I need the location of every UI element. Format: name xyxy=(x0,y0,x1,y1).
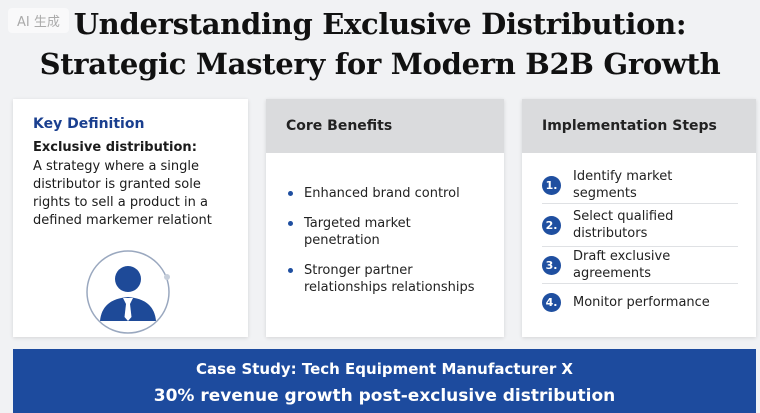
implementation-steps-heading: Implementation Steps xyxy=(522,99,756,153)
step-label: Draft exclusive agreements xyxy=(573,249,671,281)
step-item: 3. Draft exclusive agreements xyxy=(542,247,738,284)
implementation-steps-card: Implementation Steps 1. Identify market … xyxy=(522,99,756,337)
title-line-1: Understanding Exclusive Distribution: xyxy=(73,7,687,41)
case-study-banner: Case Study: Tech Equipment Manufacturer … xyxy=(13,349,756,413)
key-definition-card: Key Definition Exclusive distribution: A… xyxy=(13,99,248,337)
person-icon xyxy=(83,247,173,337)
step-label: Identify market segments xyxy=(573,169,673,201)
benefit-label: Enhanced brand control xyxy=(304,186,460,201)
step-label: Monitor performance xyxy=(573,294,710,310)
step-number-badge: 1. xyxy=(542,175,561,195)
step-item: 2. Select qualified distributors xyxy=(542,204,738,247)
step-number-badge: 3. xyxy=(542,255,561,275)
benefit-item: Targeted market penetration xyxy=(288,215,490,249)
benefit-label: Stronger partner relationships relations… xyxy=(304,263,475,295)
benefit-label: Targeted market penetration xyxy=(304,216,411,248)
steps-list: 1. Identify market segments 2. Select qu… xyxy=(522,167,756,320)
step-number-badge: 4. xyxy=(542,292,561,312)
benefit-item: Enhanced brand control xyxy=(288,185,490,202)
core-benefits-heading: Core Benefits xyxy=(266,99,504,153)
case-study-result: 30% revenue growth post-exclusive distri… xyxy=(153,386,616,406)
key-definition-heading: Key Definition xyxy=(33,116,145,132)
step-item: 1. Identify market segments xyxy=(542,167,738,204)
ai-generated-watermark: AI 生成 xyxy=(8,8,69,33)
step-label: Select qualified distributors xyxy=(573,209,674,241)
benefit-item: Stronger partner relationships relations… xyxy=(288,262,490,296)
title-line-2: Strategic Mastery for Modern B2B Growth xyxy=(39,47,721,81)
case-study-title: Case Study: Tech Equipment Manufacturer … xyxy=(195,360,573,378)
page-title: Understanding Exclusive Distribution: St… xyxy=(0,4,760,84)
bullet-icon xyxy=(288,221,293,226)
step-number-badge: 2. xyxy=(542,215,561,235)
step-item: 4. Monitor performance xyxy=(542,284,738,320)
bullet-icon xyxy=(288,268,293,273)
definition-term: Exclusive distribution: xyxy=(33,140,197,155)
definition-text: A strategy where a single distributor is… xyxy=(33,159,212,228)
core-benefits-card: Core Benefits Enhanced brand control Tar… xyxy=(266,99,504,337)
bullet-icon xyxy=(288,191,293,196)
benefits-list: Enhanced brand control Targeted market p… xyxy=(266,185,504,296)
